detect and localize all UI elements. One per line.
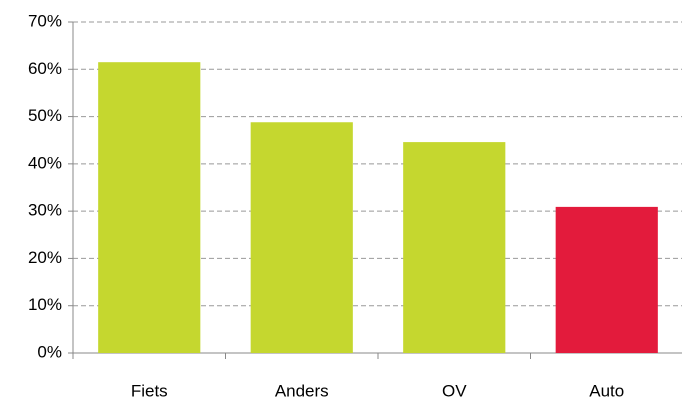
x-tick-label: Anders <box>275 381 329 400</box>
bar <box>555 206 658 353</box>
bar <box>250 122 353 353</box>
y-tick-label: 50% <box>28 106 62 125</box>
y-tick-label: 20% <box>28 248 62 267</box>
y-tick-label: 70% <box>28 11 62 30</box>
y-tick-label: 10% <box>28 295 62 314</box>
x-tick-label: Fiets <box>131 381 168 400</box>
y-tick-label: 60% <box>28 59 62 78</box>
bar <box>98 62 201 353</box>
x-tick-label: OV <box>442 381 467 400</box>
y-tick-label: 0% <box>37 342 62 361</box>
x-tick-label: Auto <box>589 381 624 400</box>
y-tick-label: 30% <box>28 201 62 220</box>
bar <box>403 142 506 353</box>
y-tick-label: 40% <box>28 153 62 172</box>
